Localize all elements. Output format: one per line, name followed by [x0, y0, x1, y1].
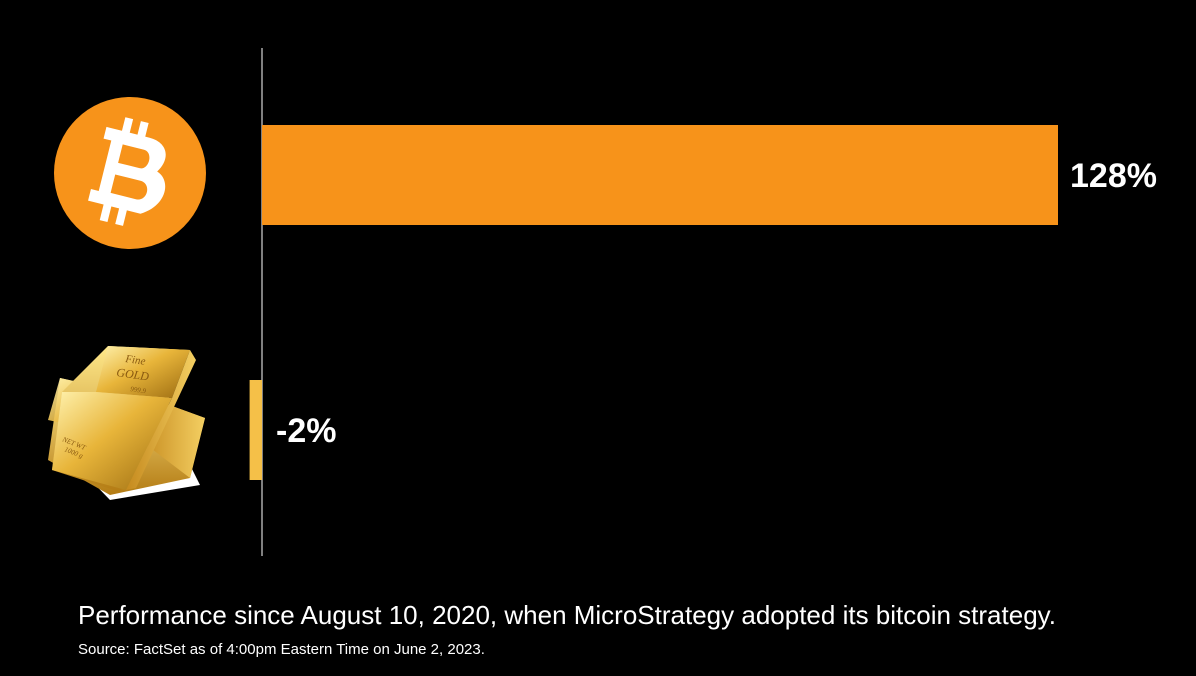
value-label-gold: -2%: [276, 412, 336, 450]
gold-engraving-line3: 999.9: [130, 385, 147, 395]
gold-bars-icon: Fine GOLD 999.9 NET WT 1000 g: [48, 346, 205, 500]
bar-gold: [249, 380, 262, 480]
value-label-bitcoin: 128%: [1070, 157, 1157, 195]
source-note: Source: FactSet as of 4:00pm Eastern Tim…: [78, 641, 485, 658]
bitcoin-logo-icon: [54, 97, 206, 249]
chart-caption: Performance since August 10, 2020, when …: [78, 600, 1056, 630]
gold-engraving-line2: GOLD: [116, 365, 151, 383]
bar-bitcoin: [262, 125, 1058, 225]
plot-area: 128% -2%: [249, 48, 1157, 556]
gold-engraving-line1: Fine: [124, 353, 147, 368]
